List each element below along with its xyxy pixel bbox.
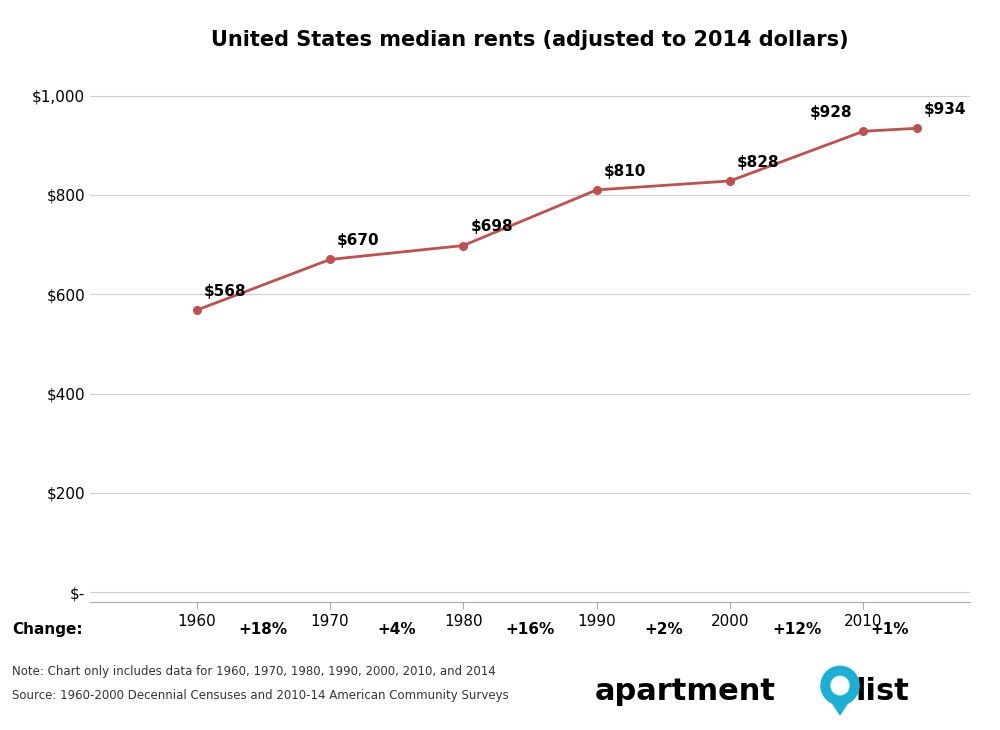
Title: United States median rents (adjusted to 2014 dollars): United States median rents (adjusted to … — [211, 30, 849, 50]
Text: Source: 1960-2000 Decennial Censuses and 2010-14 American Community Surveys: Source: 1960-2000 Decennial Censuses and… — [12, 689, 509, 702]
Text: Change:: Change: — [12, 622, 83, 637]
Point — [722, 175, 738, 187]
Text: Note: Chart only includes data for 1960, 1970, 1980, 1990, 2000, 2010, and 2014: Note: Chart only includes data for 1960,… — [12, 665, 496, 678]
Text: $670: $670 — [337, 234, 380, 248]
Text: +2%: +2% — [644, 622, 683, 637]
Point — [322, 253, 338, 265]
Text: +16%: +16% — [505, 622, 555, 637]
Text: $568: $568 — [204, 284, 246, 299]
Text: +12%: +12% — [772, 622, 821, 637]
PathPatch shape — [821, 685, 859, 715]
Point — [455, 239, 471, 251]
Ellipse shape — [821, 666, 859, 704]
Text: $698: $698 — [470, 220, 513, 234]
Ellipse shape — [831, 676, 849, 695]
Text: $810: $810 — [604, 164, 646, 179]
Text: apartment: apartment — [595, 677, 776, 706]
Text: $828: $828 — [737, 155, 780, 170]
Point — [589, 184, 605, 196]
Point — [189, 304, 205, 316]
Point — [855, 126, 871, 137]
Text: $928: $928 — [810, 105, 852, 120]
Point — [909, 123, 925, 134]
Text: +4%: +4% — [377, 622, 416, 637]
Text: +1%: +1% — [871, 622, 909, 637]
Text: $934: $934 — [924, 102, 966, 118]
Text: +18%: +18% — [239, 622, 288, 637]
Text: list: list — [855, 677, 909, 706]
